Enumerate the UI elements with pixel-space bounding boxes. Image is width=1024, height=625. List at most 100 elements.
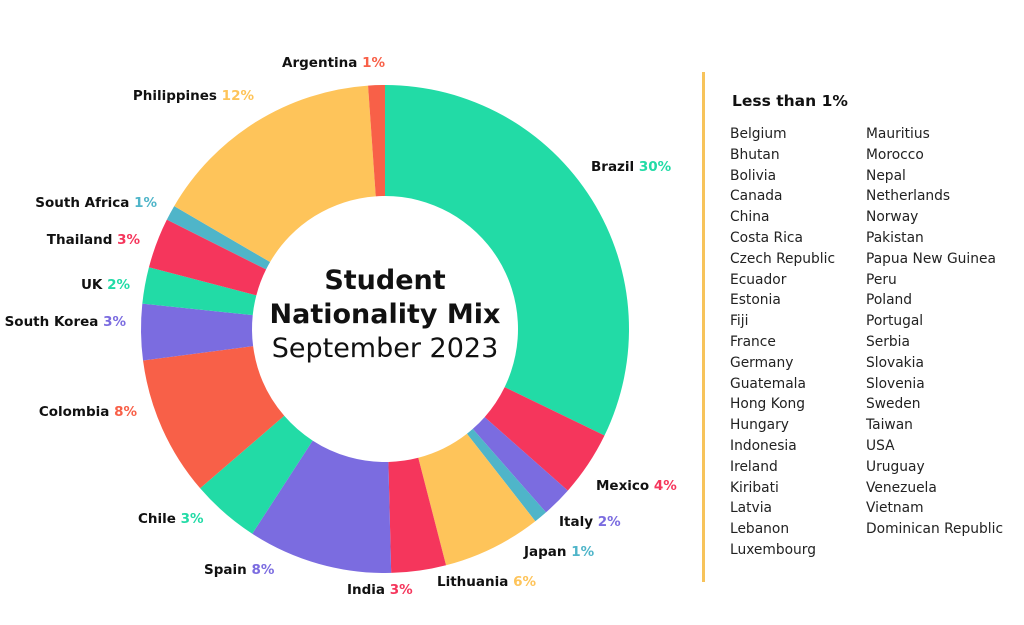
country-item: Uruguay xyxy=(866,458,925,475)
country-column-2: Mauritius Morocco Nepal Netherlands Norway Pa… xyxy=(866,124,1020,561)
less-than-panel: Less than 1% Belgium Bhutan Bolivia Canada C… xyxy=(730,92,1020,561)
slice-philippines xyxy=(174,85,376,263)
label-percent: 1% xyxy=(571,544,594,560)
country-item: Poland xyxy=(866,292,913,309)
label-philippines: Philippines 12% xyxy=(133,88,255,104)
country-item: Papua New Guinea xyxy=(866,250,996,267)
slice-brazil xyxy=(385,85,629,436)
country-item: Latvia xyxy=(730,500,773,517)
label-country: Lithuania xyxy=(437,574,513,590)
country-item: Morocco xyxy=(866,146,924,163)
country-item: USA xyxy=(866,437,895,454)
label-country: Thailand xyxy=(47,232,117,248)
label-country: Colombia xyxy=(39,404,114,420)
country-item: Portugal xyxy=(866,313,924,330)
country-item: Taiwan xyxy=(866,417,913,434)
label-country: Chile xyxy=(138,511,181,527)
country-item: Nepal xyxy=(866,167,906,184)
country-item: Serbia xyxy=(866,333,910,350)
country-item: Estonia xyxy=(730,292,781,309)
slice-labels: Brazil 30%Mexico 4%Italy 2%Japan 1%Lithu… xyxy=(5,55,678,598)
label-percent: 2% xyxy=(107,277,130,293)
label-lithuania: Lithuania 6% xyxy=(437,574,536,590)
country-item: Bhutan xyxy=(730,146,780,163)
country-item: Luxembourg xyxy=(730,541,816,558)
label-country: Spain xyxy=(204,562,251,578)
label-chile: Chile 3% xyxy=(138,511,204,527)
label-country: Philippines xyxy=(133,88,222,104)
slice-mexico xyxy=(484,387,605,491)
chart-title-line2: Nationality Mix xyxy=(270,299,501,330)
label-country: Japan xyxy=(523,544,571,560)
slice-uk xyxy=(142,267,257,316)
country-item: Peru xyxy=(866,271,897,288)
label-thailand: Thailand 3% xyxy=(47,232,141,248)
slice-south-africa xyxy=(166,206,271,270)
label-south-korea: South Korea 3% xyxy=(5,314,127,330)
label-country: South Africa xyxy=(35,195,134,211)
country-item: Canada xyxy=(730,188,783,205)
country-item: Netherlands xyxy=(866,188,951,205)
country-item: Pakistan xyxy=(866,229,924,246)
country-item: Germany xyxy=(730,354,794,371)
label-spain: Spain 8% xyxy=(204,562,275,578)
label-uk: UK 2% xyxy=(81,277,131,293)
label-percent: 1% xyxy=(362,55,385,71)
label-percent: 3% xyxy=(103,314,126,330)
label-percent: 6% xyxy=(513,574,536,590)
label-country: UK xyxy=(81,277,107,293)
label-mexico: Mexico 4% xyxy=(596,478,677,494)
label-percent: 3% xyxy=(117,232,140,248)
label-country: Italy xyxy=(559,514,598,530)
chart-subtitle: September 2023 xyxy=(272,333,499,364)
label-percent: 12% xyxy=(222,88,255,104)
country-column-1: Belgium Bhutan Bolivia Canada China Costa Ric… xyxy=(730,124,866,561)
country-item: Belgium xyxy=(730,126,787,142)
country-item: Ireland xyxy=(730,458,778,475)
country-item: Dominican Republic xyxy=(866,521,1004,538)
slice-colombia xyxy=(143,346,285,489)
country-item: Sweden xyxy=(866,396,921,413)
label-country: South Korea xyxy=(5,314,104,330)
slice-thailand xyxy=(148,219,267,296)
country-item: China xyxy=(730,209,770,226)
label-italy: Italy 2% xyxy=(559,514,621,530)
slice-south-korea xyxy=(140,303,254,361)
slice-lithuania xyxy=(418,433,536,566)
label-colombia: Colombia 8% xyxy=(39,404,138,420)
label-percent: 2% xyxy=(598,514,621,530)
country-item: Czech Republic xyxy=(730,250,836,267)
slice-argentina xyxy=(368,85,385,197)
country-item: Fiji xyxy=(730,313,749,330)
country-item: Indonesia xyxy=(730,437,797,454)
label-country: India xyxy=(347,582,390,598)
country-item: Guatemala xyxy=(730,375,806,392)
label-percent: 30% xyxy=(639,159,672,175)
slice-italy xyxy=(472,417,568,513)
label-percent: 1% xyxy=(134,195,157,211)
slice-india xyxy=(388,457,447,573)
chart-title: Student xyxy=(324,265,445,296)
label-percent: 3% xyxy=(181,511,204,527)
slice-spain xyxy=(252,440,392,573)
country-item: Mauritius xyxy=(866,126,930,142)
label-japan: Japan 1% xyxy=(523,544,595,560)
label-percent: 3% xyxy=(390,582,413,598)
country-item: Hungary xyxy=(730,417,789,434)
legend-divider xyxy=(702,72,705,582)
label-percent: 8% xyxy=(251,562,274,578)
country-item: Vietnam xyxy=(866,500,924,517)
label-brazil: Brazil 30% xyxy=(591,159,672,175)
less-than-title: Less than 1% xyxy=(732,92,848,110)
country-item: Slovakia xyxy=(866,354,924,371)
country-item: France xyxy=(730,333,776,350)
label-india: India 3% xyxy=(347,582,413,598)
country-item: Kiribati xyxy=(730,479,779,496)
label-country: Mexico xyxy=(596,478,654,494)
label-percent: 8% xyxy=(114,404,137,420)
country-item: Slovenia xyxy=(866,375,925,392)
slice-japan xyxy=(466,428,547,522)
label-south-africa: South Africa 1% xyxy=(35,195,157,211)
country-item: Costa Rica xyxy=(730,229,803,246)
